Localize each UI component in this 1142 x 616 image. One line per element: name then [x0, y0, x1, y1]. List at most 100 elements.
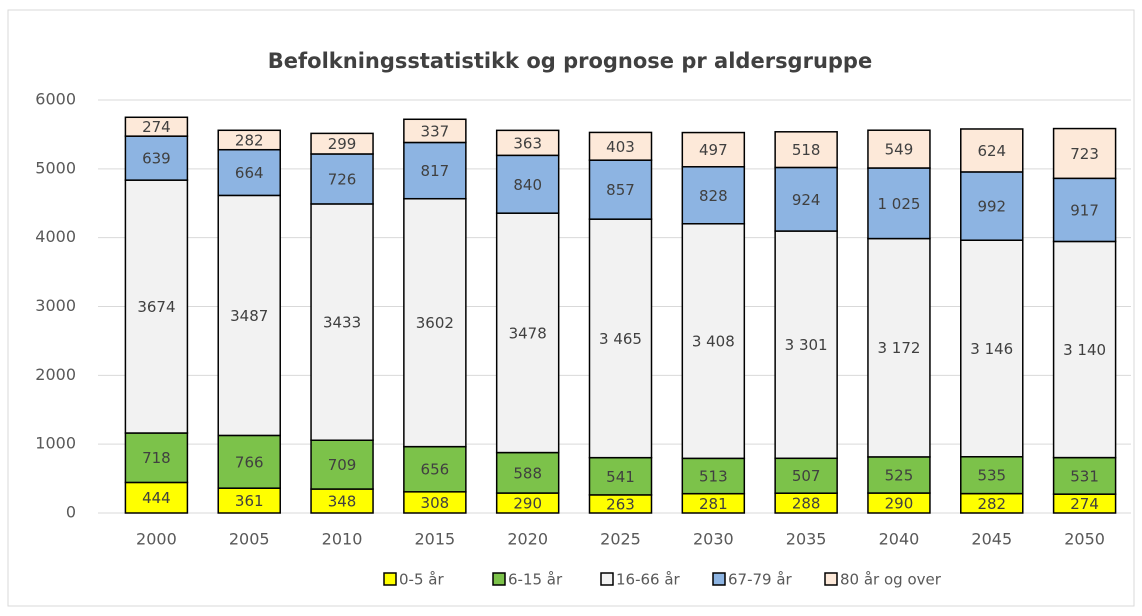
data-label: 3 172 — [877, 339, 920, 357]
data-label: 541 — [606, 468, 635, 486]
data-label: 513 — [699, 468, 728, 486]
bar-segment — [217, 148, 281, 197]
data-label: 1 025 — [877, 195, 920, 213]
data-label: 444 — [142, 489, 171, 507]
bar-segment — [310, 203, 374, 441]
bar-segment — [774, 230, 838, 460]
data-label: 290 — [885, 495, 914, 513]
bar-segment — [217, 129, 281, 151]
data-label: 3 408 — [692, 333, 735, 351]
x-tick-label: 2015 — [415, 530, 456, 549]
bar-segment — [867, 456, 931, 494]
data-label: 624 — [977, 142, 1006, 160]
bar-segment — [495, 129, 560, 157]
bar-segment — [960, 239, 1024, 458]
data-label: 992 — [977, 198, 1006, 216]
data-label: 308 — [421, 494, 450, 512]
bar-segment — [588, 218, 653, 459]
chart-border — [7, 9, 1135, 607]
bar-segment — [495, 212, 560, 454]
bar-segment — [960, 128, 1024, 173]
data-label: 718 — [142, 449, 171, 467]
data-label: 281 — [699, 495, 728, 513]
x-tick-label: 2010 — [322, 530, 363, 549]
x-tick-label: 2005 — [229, 530, 270, 549]
bar-segment — [960, 171, 1024, 241]
data-label: 497 — [699, 141, 728, 159]
legend-swatch — [492, 572, 506, 586]
data-label: 363 — [513, 134, 542, 152]
bar-segment — [124, 116, 189, 137]
legend-swatch — [600, 572, 614, 586]
data-label: 3433 — [323, 314, 361, 332]
x-tick-label: 2050 — [1064, 530, 1105, 549]
data-label: 917 — [1070, 201, 1099, 219]
bar-segment — [217, 194, 281, 437]
y-tick-label: 6000 — [35, 90, 76, 109]
y-tick-label: 0 — [66, 503, 76, 522]
y-tick-label: 3000 — [35, 296, 76, 315]
data-label: 857 — [606, 181, 635, 199]
data-label: 299 — [328, 135, 357, 153]
data-label: 664 — [235, 164, 264, 182]
data-label: 288 — [792, 495, 821, 513]
bar-segment — [681, 131, 746, 168]
data-label: 766 — [235, 453, 264, 471]
data-label: 656 — [421, 461, 450, 479]
data-label: 723 — [1070, 145, 1099, 163]
data-label: 817 — [421, 162, 450, 180]
bar-segment — [588, 456, 653, 496]
data-label: 337 — [421, 122, 450, 140]
bar-segment — [867, 129, 931, 169]
bar-segment — [1052, 240, 1117, 459]
bar-segment — [1052, 127, 1117, 180]
bar-segment — [124, 432, 189, 484]
data-label: 3 146 — [970, 340, 1013, 358]
data-label: 403 — [606, 138, 635, 156]
legend-label: 67-79 år — [728, 571, 793, 589]
legend-swatch — [712, 572, 726, 586]
bar-segment — [310, 153, 374, 205]
y-tick-label: 2000 — [35, 365, 76, 384]
legend-swatch — [824, 572, 838, 586]
bar-segment — [960, 456, 1024, 495]
bar-segment — [310, 132, 374, 155]
data-label: 3478 — [509, 324, 547, 342]
x-tick-label: 2020 — [507, 530, 548, 549]
legend-label: 16-66 år — [616, 571, 681, 589]
bar-segment — [495, 451, 560, 494]
data-label: 924 — [792, 191, 821, 209]
y-tick-label: 4000 — [35, 227, 76, 246]
data-label: 274 — [1070, 495, 1099, 513]
data-label: 361 — [235, 492, 264, 510]
x-tick-label: 2025 — [600, 530, 641, 549]
bar-segment — [217, 487, 281, 514]
legend-label: 6-15 år — [508, 571, 563, 589]
data-label: 3 140 — [1063, 341, 1106, 359]
y-tick-label: 5000 — [35, 158, 76, 177]
legend-label: 0-5 år — [399, 571, 444, 589]
y-tick-label: 1000 — [35, 434, 76, 453]
data-label: 3602 — [416, 314, 454, 332]
chart-title: Befolkningsstatistikk og prognose pr ald… — [268, 49, 872, 73]
x-tick-label: 2040 — [879, 530, 920, 549]
bar-segment — [124, 179, 189, 434]
bar-segment — [1052, 456, 1117, 495]
x-tick-label: 2045 — [971, 530, 1012, 549]
data-label: 3 301 — [785, 336, 828, 354]
bar-segment — [403, 118, 467, 144]
bar-segment — [495, 154, 560, 214]
data-label: 531 — [1070, 467, 1099, 485]
bar-segment — [588, 159, 653, 220]
data-label: 588 — [513, 464, 542, 482]
data-label: 518 — [792, 141, 821, 159]
legend-swatch — [383, 572, 397, 586]
data-label: 3674 — [137, 298, 175, 316]
data-label: 639 — [142, 150, 171, 168]
data-label: 282 — [235, 131, 264, 149]
bar-segment — [403, 197, 467, 448]
data-label: 282 — [977, 495, 1006, 513]
bar-segment — [774, 166, 838, 232]
bar-segment — [774, 131, 838, 169]
data-label: 726 — [328, 170, 357, 188]
